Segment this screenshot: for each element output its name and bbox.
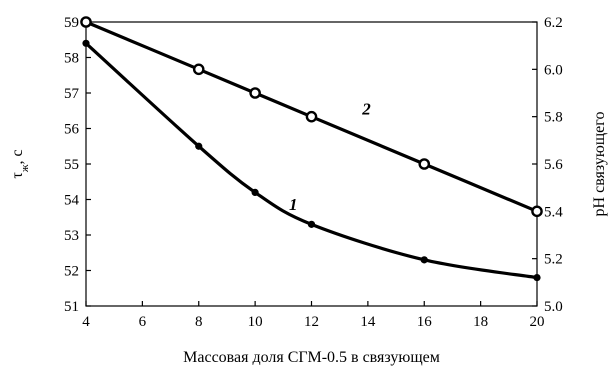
plot-frame [85,21,538,307]
y-right-tick-label: 5.4 [544,204,563,220]
series-1-point [251,188,259,196]
y-left-tick-label: 58 [64,51,79,67]
y-right-tick-label: 5.2 [544,252,563,268]
y-left-tick-label: 54 [64,193,80,209]
series-1-point [82,39,90,47]
y-left-tick-label: 55 [64,157,79,173]
axes: 4 6 8 10 12 14 16 18 205152535455565758595.05.25… [64,15,563,330]
x-tick-label: 16 [417,314,433,330]
series-2-line [84,20,539,213]
x-tick-label: 12 [304,314,319,330]
series-1-label: 1 [289,195,298,214]
x-tick-label: 10 [248,314,263,330]
series-1-point [195,142,203,150]
series-2-point [80,16,92,28]
y-right-tick-label: 5.6 [544,157,563,173]
y-left-tick-label: 53 [64,228,79,244]
x-tick-label: 6 [139,314,147,330]
series-1-point [533,274,541,282]
series-1-point [307,220,316,228]
series-2-point [418,158,431,170]
series-1-line [84,41,539,280]
x-tick-label: 14 [360,314,376,330]
series-1-point [420,256,428,264]
series-layer: 12 [80,16,543,282]
series-2-point [305,110,318,123]
x-tick-label: 20 [530,314,545,330]
y-left-tick-label: 56 [64,122,80,138]
series-2-point [531,205,543,218]
y-right-tick-label: 5.0 [544,299,563,315]
y-left-tick-label: 59 [64,15,79,31]
y-left-tick-label: 52 [64,264,79,280]
x-tick-label: 4 [82,314,90,330]
y-left-tick-label: 57 [64,86,80,102]
series-2-label: 2 [361,99,371,118]
x-tick-label: 8 [195,314,203,330]
y-right-tick-label: 6.0 [544,62,563,78]
y-left-tick-label: 51 [64,299,79,315]
x-axis-label: Массовая доля СГМ-0.5 в связующем [183,349,440,366]
y-axis-left-label: τж, с [9,149,31,178]
x-tick-label: 18 [473,314,488,330]
series-2-point [192,63,205,76]
y-right-tick-label: 6.2 [544,15,563,31]
y-axis-right-label: pH связующего [591,112,608,217]
y-right-tick-label: 5.8 [544,110,563,126]
series-2-point [249,87,261,99]
